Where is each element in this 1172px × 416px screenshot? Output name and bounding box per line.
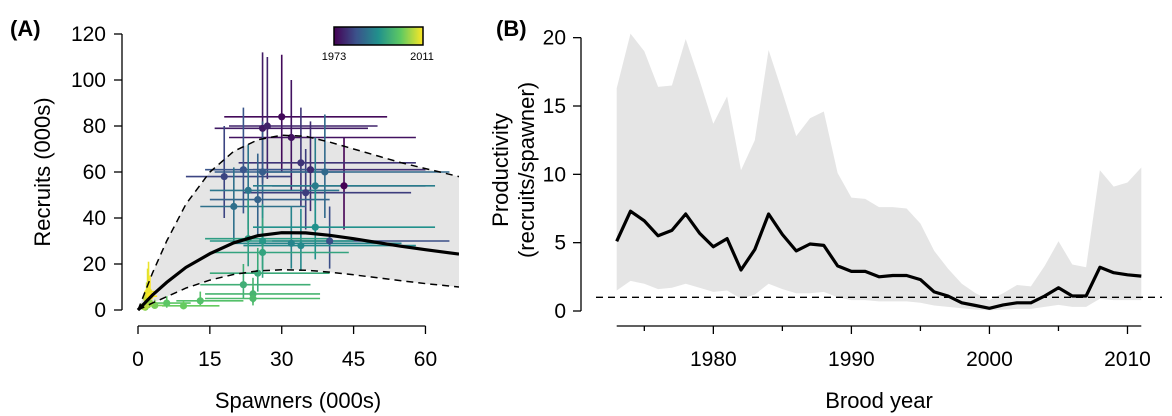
- y-axis-label-line2: (recruits/spawner): [514, 82, 539, 258]
- point-1981: [220, 173, 228, 181]
- y-tick-label-40: 40: [83, 207, 106, 230]
- x-tick-label-45: 45: [342, 348, 365, 371]
- point-2001: [163, 299, 171, 307]
- y-tick-label-60: 60: [83, 161, 106, 184]
- y-tick-label-100: 100: [71, 69, 106, 92]
- point-1985: [254, 196, 262, 204]
- fit-lines: [136, 134, 459, 312]
- y-tick-label-20: 20: [83, 253, 106, 276]
- point-1974: [278, 113, 286, 121]
- point-1986: [321, 168, 329, 176]
- fit-credible-band: [138, 135, 459, 310]
- colorbar-max-label: 2011: [410, 51, 434, 63]
- y-axis-label: Recruits (000s): [30, 97, 55, 246]
- point-1977: [263, 122, 271, 130]
- point-1999: [249, 294, 257, 303]
- median-line: [615, 209, 1142, 310]
- point-1995: [258, 248, 267, 257]
- point-1991: [297, 242, 305, 250]
- y-tick-label-120: 120: [71, 23, 106, 46]
- colorbar-legend: 1973 2011: [322, 26, 434, 63]
- axes: 0 20 40 60 80 100 120 0 15 30 45 60: [71, 23, 437, 371]
- y-tick-label-5: 5: [554, 232, 566, 255]
- x-tick-label-0: 0: [132, 348, 144, 371]
- point-1992: [311, 223, 319, 231]
- point-1987: [230, 202, 238, 211]
- x-tick-label-60: 60: [414, 348, 437, 371]
- point-1993: [258, 237, 267, 245]
- x-tick-label-1980: 1980: [690, 348, 737, 371]
- panel-a: (A) 0 20 40 60 80 100 120 0 15 30 45 60 Spawners (0…: [10, 16, 459, 413]
- y-tick-label-0: 0: [554, 300, 566, 323]
- point-1989: [311, 182, 319, 190]
- point-1997: [239, 281, 248, 289]
- x-axis-label: Spawners (000s): [215, 388, 381, 413]
- productivity-credible-band: [616, 33, 1142, 311]
- y-tick-label-0: 0: [94, 299, 106, 322]
- fit-upper-bound: [137, 134, 459, 311]
- x-axis-label: Brood year: [825, 388, 933, 413]
- point-1978: [306, 166, 315, 174]
- y-tick-label-80: 80: [83, 115, 106, 138]
- point-1980: [302, 189, 310, 197]
- fit-lower-bound: [137, 269, 459, 311]
- fit-median-curve: [136, 231, 459, 312]
- point-2002: [179, 302, 188, 310]
- panel-b-label: (B): [496, 16, 527, 41]
- x-tick-label-15: 15: [198, 348, 221, 371]
- y-axis-label-line1: Productivity: [488, 113, 513, 227]
- point-1979: [297, 159, 305, 167]
- x-tick-label-1990: 1990: [828, 348, 875, 371]
- point-1973: [340, 182, 348, 190]
- point-1982: [326, 237, 334, 245]
- colorbar: [333, 26, 424, 46]
- y-tick-label-10: 10: [543, 163, 566, 186]
- credible-band-area: [616, 33, 1142, 311]
- credible-band-area: [138, 135, 459, 310]
- point-1990: [287, 239, 295, 247]
- y-tick-label-20: 20: [543, 27, 566, 50]
- x-tick-label-30: 30: [270, 348, 293, 371]
- axes: 0 5 10 15 20 1980 1990 2000 2010: [543, 27, 1151, 371]
- productivity-median-line: [615, 209, 1142, 310]
- point-2000: [196, 297, 204, 305]
- panel-a-label: (A): [10, 16, 41, 41]
- point-1984: [258, 168, 267, 176]
- point-1988: [244, 186, 252, 194]
- x-tick-label-2000: 2000: [966, 348, 1013, 371]
- colorbar-min-label: 1973: [322, 51, 346, 63]
- point-1983: [239, 166, 248, 174]
- y-tick-label-15: 15: [543, 95, 566, 118]
- x-tick-label-2010: 2010: [1104, 348, 1151, 371]
